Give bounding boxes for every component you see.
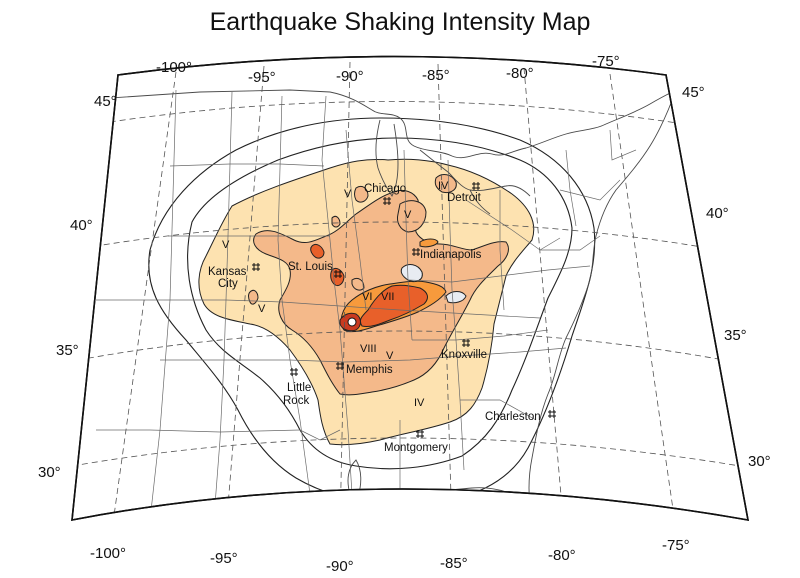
- city-label-charleston: Charleston: [485, 411, 541, 423]
- intensity-label-v-indiana: V: [404, 209, 412, 221]
- city-marker-littlerock: [290, 368, 298, 376]
- lon-label-bottom-80: -80°: [548, 547, 576, 564]
- city-marker-chicago: [383, 197, 391, 205]
- intensity-label-v-kansas-west: V: [222, 239, 230, 251]
- map-frame-outline: [71, 55, 749, 521]
- city-marker-detroit: [472, 182, 480, 190]
- intensity-label-vi: VI: [362, 291, 372, 303]
- lat-label-left-45: 45°: [94, 93, 117, 110]
- lat-label-left-40: 40°: [70, 217, 93, 234]
- city-label-kansascity-2: City: [218, 278, 238, 290]
- intensity-label-v-kansas-south: V: [258, 303, 266, 315]
- intensity-patch-ozark-v: [331, 215, 341, 228]
- boundaries: [96, 89, 677, 520]
- lon-label-top-90: -90°: [336, 68, 364, 85]
- felt-contour-inner: [187, 137, 573, 470]
- city-label-littlerock-2: Rock: [283, 395, 309, 407]
- epicenter-marker: [347, 317, 357, 327]
- city-label-stlouis: St. Louis: [288, 261, 333, 273]
- latitude-labels-right: 45° 40° 35° 30°: [682, 84, 771, 470]
- city-markers: [252, 182, 556, 438]
- graticule: [72, 61, 741, 520]
- lat-label-left-30: 30°: [38, 464, 61, 481]
- city-marker-memphis: [336, 362, 344, 370]
- intensity-label-v-memphis: V: [386, 350, 394, 362]
- lon-label-bottom-100: -100°: [90, 545, 126, 562]
- lat-label-right-45: 45°: [682, 84, 705, 101]
- intensity-patch-stlouis-vi: [310, 243, 325, 259]
- intensity-labels: V IV V V V VI VII VIII V IV: [222, 180, 449, 409]
- intensity-zone-vii: [359, 284, 428, 327]
- intensity-label-v-chicago: V: [344, 188, 352, 200]
- lon-label-top-95: -95°: [248, 69, 276, 86]
- map-title: Earthquake Shaking Intensity Map: [209, 8, 591, 36]
- lat-label-left-35: 35°: [56, 342, 79, 359]
- city-label-knoxville: Knoxville: [441, 349, 487, 361]
- lat-label-right-35: 35°: [724, 327, 747, 344]
- city-label-montgomery: Montgomery: [384, 442, 448, 454]
- city-marker-charleston: [548, 410, 556, 418]
- city-marker-indianapolis: [412, 248, 420, 256]
- lon-label-top-75: -75°: [592, 53, 620, 70]
- intensity-label-iv-detroit: IV: [438, 180, 449, 192]
- city-label-littlerock-1: Little: [287, 382, 311, 394]
- city-label-chicago: Chicago: [364, 183, 406, 195]
- latitude-labels-left: 45° 40° 35° 30°: [38, 93, 117, 481]
- city-label-indianapolis: Indianapolis: [420, 249, 482, 261]
- intensity-patch-chicago-v: [354, 185, 369, 203]
- intensity-label-vii: VII: [381, 291, 394, 303]
- intensity-patch-kansas-v: [248, 289, 259, 305]
- city-label-detroit: Detroit: [447, 192, 482, 204]
- intensity-patch-detroit-v: [434, 174, 457, 193]
- lon-label-bottom-95: -95°: [210, 550, 238, 567]
- city-marker-knoxville: [462, 339, 470, 347]
- intensity-patch-indiana-v: [397, 200, 427, 233]
- felt-contour-outer: [148, 117, 596, 505]
- lon-label-top-100: -100°: [156, 59, 192, 76]
- lat-label-right-30: 30°: [748, 453, 771, 470]
- city-label-kansascity-1: Kansas: [208, 266, 247, 278]
- intensity-label-viii: VIII: [360, 343, 377, 355]
- longitude-labels-top: -100° -95° -90° -85° -80° -75°: [156, 53, 620, 86]
- lon-label-top-85: -85°: [422, 67, 450, 84]
- lon-label-top-80: -80°: [506, 65, 534, 82]
- city-marker-stlouis: [334, 270, 342, 278]
- city-label-memphis: Memphis: [346, 364, 393, 376]
- city-marker-montgomery: [416, 430, 424, 438]
- intensity-patch-lower-ohio: [351, 277, 365, 291]
- longitude-labels-bottom: -100° -95° -90° -85° -80° -75°: [90, 537, 690, 575]
- city-labels: Chicago Detroit St. Louis Indianapolis K…: [208, 183, 541, 454]
- lon-label-bottom-85: -85°: [440, 555, 468, 572]
- lat-label-right-40: 40°: [706, 205, 729, 222]
- intensity-patch-indianapolis-vi: [419, 238, 439, 248]
- lon-label-bottom-90: -90°: [326, 558, 354, 575]
- city-marker-kansascity: [252, 263, 260, 271]
- lon-label-bottom-75: -75°: [662, 537, 690, 554]
- intensity-label-iv-south: IV: [414, 397, 425, 409]
